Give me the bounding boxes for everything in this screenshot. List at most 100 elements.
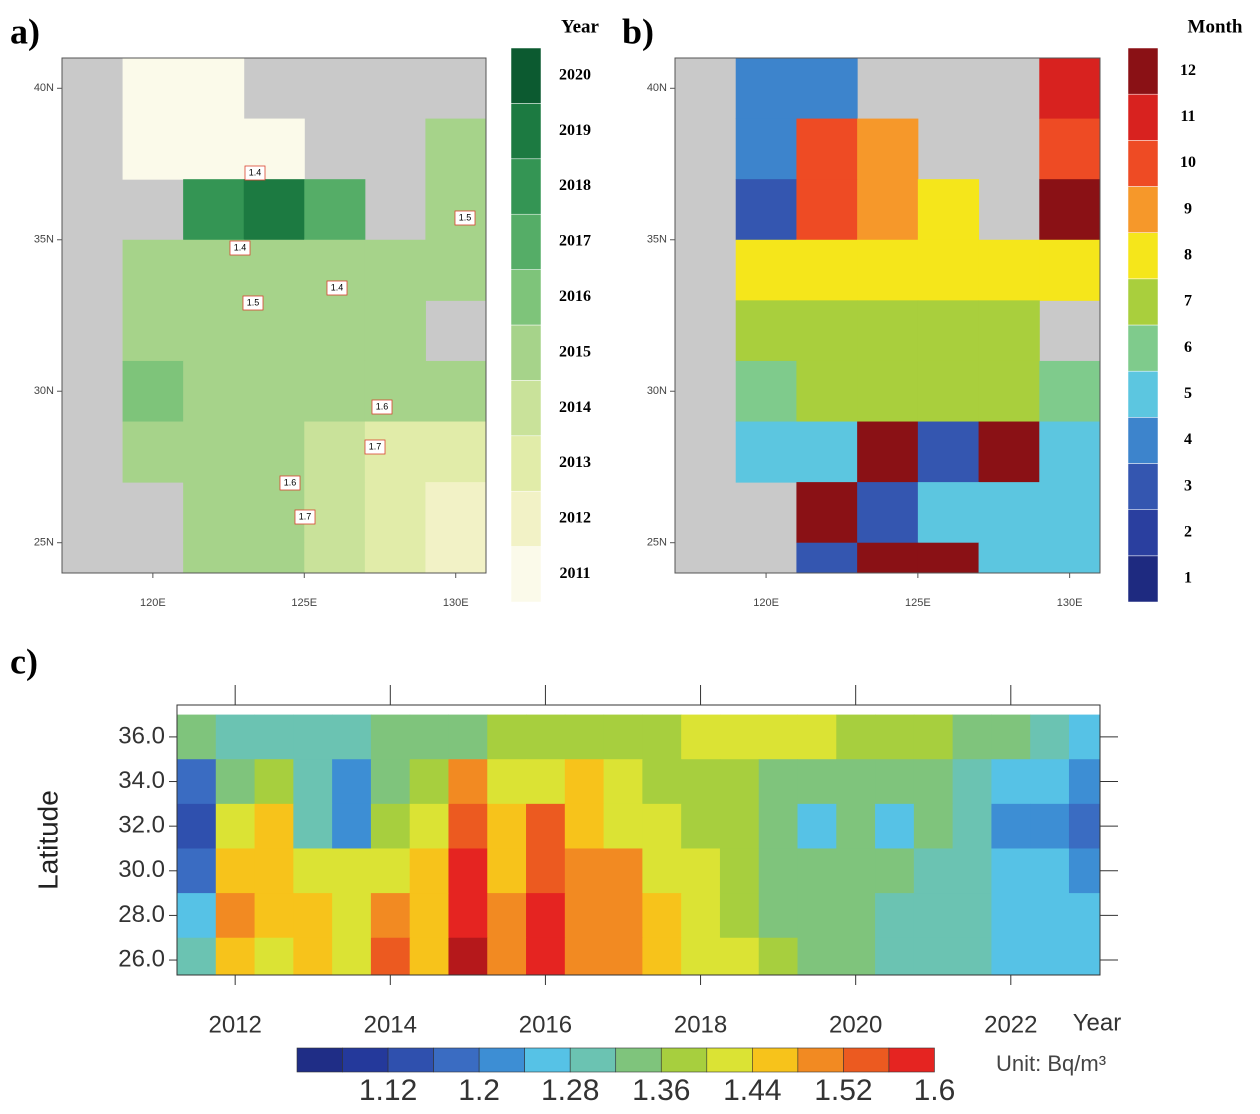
colorbar-block xyxy=(615,1047,662,1073)
field-cell xyxy=(1068,714,1101,760)
panel-label: a) xyxy=(10,11,40,51)
colorbar-block xyxy=(1127,93,1159,141)
colorbar-block xyxy=(510,213,542,270)
field-cell xyxy=(254,759,294,805)
sea-cell xyxy=(364,482,426,544)
sea-cell xyxy=(183,360,245,423)
y-tick-label: 36.0 xyxy=(118,722,165,749)
colorbar-label: 2012 xyxy=(559,510,591,527)
sea-cell xyxy=(796,421,858,483)
field-cell xyxy=(603,803,643,849)
field-cell xyxy=(681,803,721,849)
x-tick-label: 125E xyxy=(905,597,931,609)
field-cell xyxy=(603,937,643,976)
sea-cell xyxy=(796,118,858,180)
colorbar-block xyxy=(1127,555,1159,603)
sea-cell xyxy=(122,58,184,120)
field-cell xyxy=(1030,803,1070,849)
sea-cell xyxy=(425,542,487,574)
colorbar-block xyxy=(342,1047,389,1073)
field-cell xyxy=(564,803,605,849)
field-cell xyxy=(875,803,915,849)
sea-cell xyxy=(917,421,980,483)
y-tick-label: 40N xyxy=(34,82,54,94)
field-cell xyxy=(215,803,256,849)
field-cell xyxy=(719,848,760,894)
colorbar-label: 1.36 xyxy=(632,1074,690,1107)
field-cell xyxy=(370,848,411,894)
colorbar-block xyxy=(706,1047,753,1073)
field-cell xyxy=(991,893,1031,939)
colorbar-block xyxy=(510,269,542,326)
sea-cell xyxy=(183,542,245,574)
field-cell xyxy=(681,937,721,976)
colorbar-block xyxy=(510,380,542,437)
colorbar-label: 12 xyxy=(1180,62,1196,79)
field-cell xyxy=(526,759,566,805)
y-axis-label: Latitude xyxy=(32,790,63,890)
field-cell xyxy=(991,759,1031,805)
colorbar-block xyxy=(660,1047,708,1073)
colorbar-block xyxy=(296,1047,343,1073)
sea-cell xyxy=(735,118,797,180)
field-cell xyxy=(448,803,488,849)
colorbar-label: 1.2 xyxy=(458,1074,500,1107)
sea-cell xyxy=(243,360,305,423)
colorbar-block xyxy=(797,1047,844,1073)
contour-label-box xyxy=(454,210,476,226)
field-cell xyxy=(177,893,217,939)
colorbar-label: 4 xyxy=(1184,431,1192,448)
colorbar-label: 1 xyxy=(1184,570,1192,587)
field-cell xyxy=(991,714,1031,760)
field-cell xyxy=(177,759,217,805)
y-tick-label: 30N xyxy=(647,385,667,397)
sea-cell xyxy=(796,58,858,120)
field-cell xyxy=(758,848,799,894)
field-cell xyxy=(332,714,372,760)
contour-label: 1.4 xyxy=(331,282,344,292)
colorbar-label: 3 xyxy=(1184,477,1192,494)
field-cell xyxy=(603,893,643,939)
sea-cell xyxy=(1039,421,1101,483)
field-cell xyxy=(952,714,992,760)
sea-cell xyxy=(304,300,366,362)
field-cell xyxy=(719,803,760,849)
field-cell xyxy=(603,714,643,760)
field-cell xyxy=(448,893,488,939)
field-cell xyxy=(409,759,449,805)
colorbar-block xyxy=(1127,324,1159,372)
sea-cell xyxy=(978,421,1040,483)
field-cell xyxy=(913,759,954,805)
field-cell xyxy=(487,714,527,760)
colorbar-label: 8 xyxy=(1184,246,1192,263)
field-cell xyxy=(1030,759,1070,805)
field-cell xyxy=(370,803,411,849)
field-cell xyxy=(370,714,411,760)
colorbar-label: 1.52 xyxy=(814,1074,872,1107)
sea-cell xyxy=(796,482,858,544)
field-cell xyxy=(952,848,992,894)
colorbar-label: 2019 xyxy=(559,122,591,139)
y-tick-label: 25N xyxy=(647,537,667,549)
field-cell xyxy=(332,937,372,976)
sea-cell xyxy=(857,482,919,544)
field-cell xyxy=(409,937,449,976)
field-cell xyxy=(719,759,760,805)
contour-label-box xyxy=(229,240,251,256)
sea-cell xyxy=(243,239,305,301)
field-cell xyxy=(254,893,294,939)
sea-cell xyxy=(978,239,1040,301)
colorbar-label: 9 xyxy=(1184,200,1192,217)
sea-cell xyxy=(857,239,919,301)
field-cell xyxy=(487,848,527,894)
field-cell xyxy=(409,848,449,894)
colorbar-label: 2014 xyxy=(559,399,591,416)
colorbar-label: 1.28 xyxy=(541,1074,599,1107)
field-cell xyxy=(293,937,333,976)
field-cell xyxy=(526,803,566,849)
colorbar-block xyxy=(1127,47,1159,95)
sea-cell xyxy=(425,118,487,180)
field-cell xyxy=(758,803,799,849)
sea-cell xyxy=(243,300,305,362)
colorbar-block xyxy=(752,1047,799,1073)
